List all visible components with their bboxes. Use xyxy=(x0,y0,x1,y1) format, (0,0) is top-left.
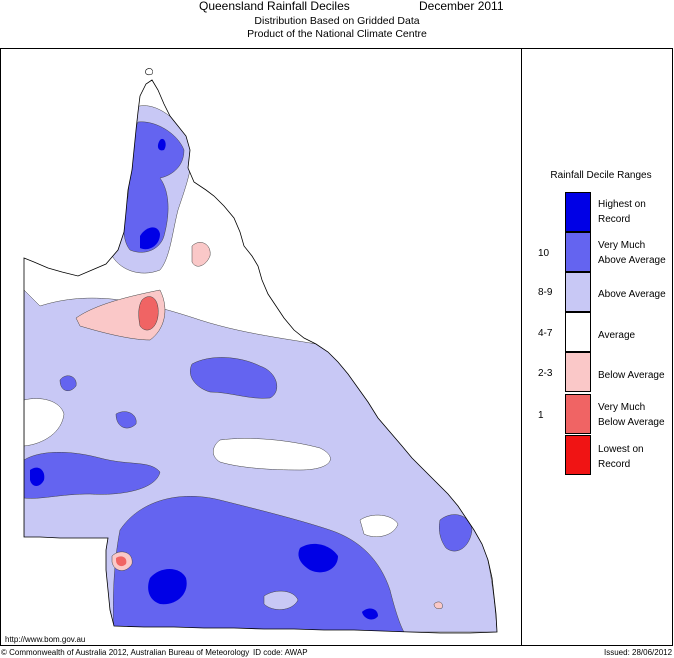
legend-swatch-very-much-above xyxy=(565,232,591,272)
map-frame xyxy=(0,48,673,646)
map-subtitle-line2: Product of the National Climate Centre xyxy=(247,28,427,40)
legend-swatch-below xyxy=(565,352,591,392)
legend-swatch-average xyxy=(565,312,591,352)
footer-copyright: © Commonwealth of Australia 2012, Austra… xyxy=(1,648,250,657)
map-title: Queensland Rainfall Deciles xyxy=(199,0,350,13)
legend-title: Rainfall Decile Ranges xyxy=(550,170,652,181)
legend-range-1: 1 xyxy=(538,410,544,421)
legend-label-very-much-below: Very Much Below Average xyxy=(598,402,665,428)
legend-range-4-7: 4-7 xyxy=(538,328,553,339)
footer-issued: Issued: 28/06/2012 xyxy=(604,648,673,657)
legend-swatch-above xyxy=(565,272,591,312)
legend-swatch-very-much-below xyxy=(565,394,591,434)
map-period: December 2011 xyxy=(419,0,504,13)
legend-range-2-3: 2-3 xyxy=(538,368,553,379)
queensland-map xyxy=(23,68,498,634)
legend-label-average: Average xyxy=(598,330,636,341)
legend-label-below: Below Average xyxy=(598,370,665,381)
legend-range-10: 10 xyxy=(538,248,550,259)
legend-swatch-highest xyxy=(565,192,591,232)
legend-range-8-9: 8-9 xyxy=(538,287,553,298)
legend-label-very-much-above: Very Much Above Average xyxy=(598,240,666,266)
footer-id-code: ID code: AWAP xyxy=(253,648,308,657)
legend-label-above: Above Average xyxy=(598,289,666,300)
legend-swatch-lowest xyxy=(565,435,591,475)
footer-url[interactable]: http://www.bom.gov.au xyxy=(5,635,86,644)
legend-label-highest: Highest on Record xyxy=(598,199,646,225)
legend-label-lowest: Lowest on Record xyxy=(598,444,644,470)
map-subtitle-line1: Distribution Based on Gridded Data xyxy=(254,15,420,27)
